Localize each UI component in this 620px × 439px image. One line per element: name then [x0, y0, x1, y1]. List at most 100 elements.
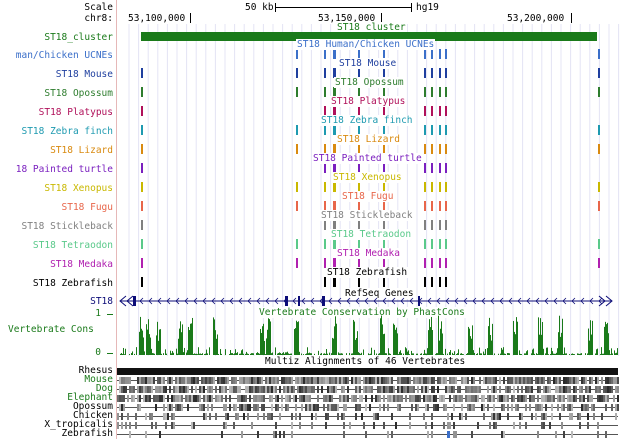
ucne-track-title[interactable]: ST18 Zebrafish	[326, 267, 409, 278]
ucne-feature-track[interactable]	[0, 137, 620, 156]
multiz-species-row[interactable]	[0, 421, 620, 430]
ucne-feature-track[interactable]	[0, 61, 620, 80]
ucne-feature-track[interactable]	[0, 213, 620, 232]
ucne-track-title[interactable]: ST18 Zebra finch	[320, 115, 414, 126]
cons-bar	[139, 331, 140, 355]
ucne-element	[424, 201, 426, 211]
alignment-block	[215, 386, 217, 393]
ucne-feature-track[interactable]	[0, 42, 620, 61]
alignment-block	[259, 395, 261, 402]
ucne-track-title[interactable]: ST18 Tetraodon	[330, 229, 413, 240]
ucne-feature-track[interactable]	[0, 99, 620, 118]
cons-wiggle-plot[interactable]	[0, 314, 620, 356]
ucne-track-title[interactable]: ST18 Xenopus	[332, 172, 403, 183]
ucne-element	[424, 258, 426, 268]
ucne-track-label[interactable]: ST18 Zebra finch	[21, 126, 113, 137]
ucne-track-title[interactable]: ST18 Fugu	[341, 191, 395, 202]
alignment-block	[585, 386, 587, 393]
alignment-block	[571, 395, 573, 402]
cluster-track-label[interactable]: ST18_cluster	[44, 32, 113, 43]
ucne-track-title[interactable]: ST18 Mouse	[338, 58, 398, 69]
alignment-block	[127, 395, 129, 402]
ucne-track-label[interactable]: ST18 Stickleback	[21, 221, 113, 232]
multiz-species-row[interactable]	[0, 412, 620, 421]
multiz-track-title[interactable]: Multiz Alignments of 46 Vertebrates	[264, 356, 467, 367]
ucne-feature-track[interactable]	[0, 80, 620, 99]
strand-chevron	[256, 297, 261, 305]
multiz-species-row[interactable]	[0, 403, 620, 412]
cons-bar	[129, 354, 130, 355]
alignment-block	[381, 386, 383, 393]
alignment-block	[237, 413, 239, 420]
alignment-block	[335, 404, 337, 411]
ucne-track-label[interactable]: ST18 Platypus	[38, 107, 113, 118]
ucne-track-label[interactable]: ST18 Mouse	[55, 69, 113, 80]
alignment-block	[439, 377, 441, 384]
alignment-block	[247, 386, 249, 393]
ucne-track-label[interactable]: ST18 Fugu	[61, 202, 113, 213]
cons-track-title[interactable]: Vertebrate Conservation by PhastCons	[258, 307, 466, 318]
alignment-block	[577, 377, 579, 384]
ucne-feature-track[interactable]	[0, 251, 620, 270]
ucne-feature-track[interactable]	[0, 156, 620, 175]
alignment-block	[309, 395, 311, 402]
multiz-species-row[interactable]	[0, 367, 620, 376]
alignment-block	[417, 404, 419, 411]
ucne-feature-track[interactable]	[0, 232, 620, 251]
ucne-track-title[interactable]: ST18 Platypus	[330, 96, 407, 107]
alignment-block	[229, 404, 231, 411]
alignment-block	[245, 395, 247, 402]
ucne-track-label[interactable]: ST18 Zebrafish	[32, 278, 113, 289]
ucne-track-label[interactable]: 18 Painted turtle	[15, 164, 113, 175]
cluster-bar[interactable]	[141, 32, 597, 41]
ucne-element	[324, 239, 326, 249]
multiz-species-row[interactable]	[0, 385, 620, 394]
alignment-block	[261, 404, 263, 411]
multiz-species-row[interactable]	[0, 376, 620, 385]
cluster-track-title[interactable]: ST18_cluster	[336, 22, 407, 33]
cons-bar	[601, 347, 602, 355]
alignment-block	[589, 377, 591, 384]
coord-label-2: 53,150,000	[318, 13, 376, 24]
ucne-track-label[interactable]: man/Chicken UCNEs	[15, 50, 113, 61]
refseq-gene-label[interactable]: ST18	[90, 296, 113, 307]
ucne-track-label[interactable]: ST18 Tetraodon	[32, 240, 113, 251]
multiz-species-row[interactable]	[0, 430, 620, 439]
cons-bar	[260, 328, 261, 355]
alignment-block	[545, 413, 547, 420]
cons-track-label[interactable]: Vertebrate Cons	[8, 324, 94, 335]
cons-bar	[307, 347, 308, 355]
ucne-track-title[interactable]: ST18 Stickleback	[320, 210, 414, 221]
ucne-element	[141, 87, 143, 97]
multiz-species-row[interactable]	[0, 394, 620, 403]
ucne-feature-track[interactable]	[0, 270, 620, 289]
alignment-block	[339, 377, 341, 384]
ucne-track-label[interactable]: ST18 Xenopus	[44, 183, 113, 194]
ucne-feature-track[interactable]	[0, 118, 620, 137]
alignment-block	[409, 422, 411, 429]
alignment-block	[495, 413, 497, 420]
ucne-track-title[interactable]: ST18 Opossum	[334, 77, 405, 88]
ucne-track-label[interactable]: ST18 Opossum	[44, 88, 113, 99]
cons-bar	[178, 338, 179, 355]
alignment-block	[257, 404, 259, 411]
ucne-feature-track[interactable]	[0, 194, 620, 213]
ucne-element	[383, 144, 385, 154]
ucne-track-title[interactable]: ST18 Human/Chicken UCNEs	[296, 39, 436, 50]
ucne-element	[358, 106, 360, 116]
ucne-track-title[interactable]: ST18 Medaka	[336, 248, 401, 259]
alignment-block	[601, 395, 603, 402]
alignment-block	[321, 377, 323, 384]
refseq-gene-model[interactable]	[0, 294, 620, 308]
alignment-block	[235, 377, 237, 384]
alignment-block	[517, 386, 519, 393]
ucne-track-title[interactable]: ST18 Lizard	[336, 134, 401, 145]
ucne-track-label[interactable]: ST18 Lizard	[50, 145, 113, 156]
alignment-block	[605, 395, 607, 402]
refseq-track-title[interactable]: RefSeq Genes	[344, 288, 415, 299]
alignment-block	[299, 377, 301, 384]
ucne-track-label[interactable]: ST18 Medaka	[50, 259, 113, 270]
ucne-track-title[interactable]: ST18 Painted turtle	[312, 153, 423, 164]
ucne-feature-track[interactable]	[0, 175, 620, 194]
ucne-element	[358, 125, 360, 135]
